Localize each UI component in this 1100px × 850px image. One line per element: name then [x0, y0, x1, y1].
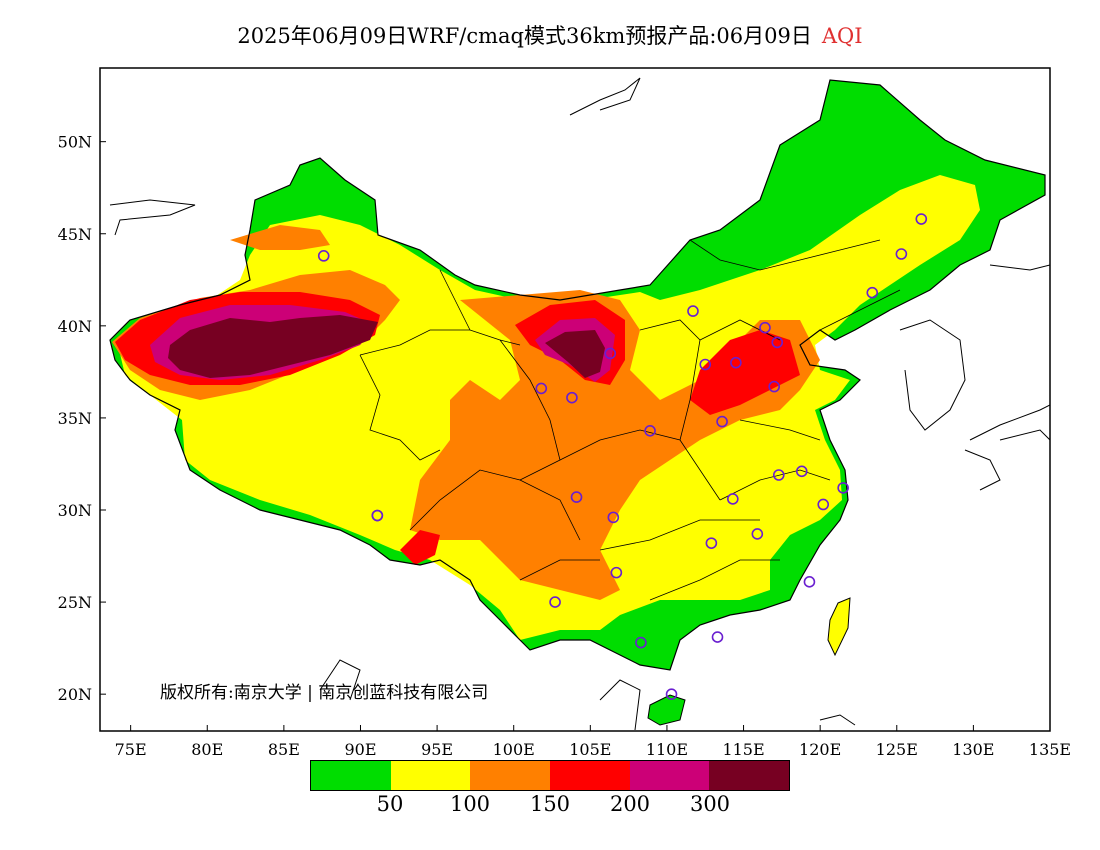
legend-swatch	[311, 761, 391, 790]
hainan-island	[647, 694, 686, 726]
lon-tick-label: 120E	[799, 740, 841, 759]
map-title: 2025年06月09日WRF/cmaq模式36km预报产品:06月09日 AQI	[0, 20, 1100, 50]
city-marker	[705, 537, 718, 549]
lat-tick-label: 40N	[58, 317, 92, 336]
lat-tick-label: 20N	[58, 685, 92, 704]
lat-tick-label: 30N	[58, 501, 92, 520]
city-marker	[549, 596, 561, 608]
lon-tick-label: 135E	[1029, 740, 1071, 759]
city-marker	[759, 321, 771, 334]
city-marker	[665, 688, 678, 700]
city-marker	[817, 498, 830, 511]
lon-tick-label: 110E	[646, 740, 688, 759]
longitude-ticks: 75E 80E 85E 90E 95E 100E 105E 110E 115E 120E 125E 1…	[115, 725, 1071, 759]
aqi-zone-sensitive-north-xinjiang	[230, 225, 330, 250]
lon-tick-label: 90E	[344, 740, 376, 759]
aqi-map: 50N 45N 40N 35N 30N 25N 20N 75E 80E 85E 90E 95E 100…	[58, 67, 1071, 759]
city-marker	[895, 248, 908, 260]
city-marker	[371, 509, 384, 522]
city-marker	[795, 465, 808, 478]
lon-tick-label: 115E	[722, 740, 764, 759]
city-marker	[699, 358, 712, 371]
city-marker	[751, 528, 764, 540]
lon-tick-label: 100E	[493, 740, 535, 759]
lon-tick-label: 105E	[569, 740, 611, 759]
legend-swatch	[550, 761, 630, 790]
city-marker	[915, 213, 928, 225]
lat-tick-label: 35N	[58, 409, 92, 428]
city-marker	[727, 493, 739, 505]
city-marker	[768, 380, 780, 393]
aqi-zone-hazardous-tarim	[168, 315, 378, 378]
title-variable: AQI	[821, 24, 863, 48]
lat-tick-label: 50N	[58, 133, 92, 152]
legend-swatch	[629, 761, 710, 790]
city-markers	[317, 213, 928, 700]
city-marker	[535, 382, 548, 395]
legend-swatch	[470, 761, 551, 790]
latitude-ticks: 50N 45N 40N 35N 30N 25N 20N	[58, 133, 106, 704]
aqi-zone-unhealthy-tibet	[400, 530, 440, 565]
lat-tick-label: 25N	[58, 593, 92, 612]
lon-tick-label: 80E	[191, 740, 223, 759]
city-marker	[730, 356, 742, 369]
title-text: 2025年06月09日WRF/cmaq模式36km预报产品:06月09日	[237, 24, 812, 48]
aqi-zone-unhealthy-huabei	[690, 330, 800, 415]
city-marker	[711, 631, 724, 643]
legend-swatch	[709, 761, 790, 790]
city-marker	[635, 636, 647, 649]
city-marker	[837, 482, 849, 494]
city-marker	[607, 511, 620, 524]
lon-tick-label: 130E	[952, 740, 994, 759]
city-marker	[803, 576, 816, 588]
taiwan-island	[827, 597, 851, 657]
map-frame	[99, 67, 1051, 732]
city-marker	[570, 491, 583, 503]
city-marker	[317, 250, 330, 262]
city-marker	[566, 391, 578, 404]
lon-tick-label: 85E	[268, 740, 300, 759]
legend-label: 300	[689, 792, 731, 816]
legend-label: 50	[376, 792, 404, 816]
city-marker	[771, 336, 784, 349]
city-marker	[610, 566, 623, 579]
aqi-zone-hazardous-ningxia	[545, 330, 605, 378]
lon-tick-label: 75E	[115, 740, 147, 759]
legend-label: 200	[609, 792, 651, 816]
city-marker	[644, 425, 656, 437]
province-borders	[359, 239, 901, 601]
legend-label: 150	[529, 792, 571, 816]
city-marker	[716, 415, 728, 428]
map-fill-layer	[109, 77, 1050, 731]
legend-label: 100	[449, 792, 491, 816]
china-border	[109, 79, 1046, 671]
lon-tick-label: 95E	[421, 740, 453, 759]
legend-swatch	[390, 761, 471, 790]
aqi-legend	[310, 760, 790, 791]
city-marker	[687, 305, 699, 317]
copyright-text: 版权所有:南京大学 | 南京创蓝科技有限公司	[160, 683, 489, 703]
lon-tick-label: 125E	[876, 740, 918, 759]
city-marker	[866, 286, 879, 299]
city-marker	[604, 347, 617, 360]
city-marker	[772, 469, 785, 481]
lat-tick-label: 45N	[58, 225, 92, 244]
neighbour-coastlines	[109, 77, 1050, 731]
